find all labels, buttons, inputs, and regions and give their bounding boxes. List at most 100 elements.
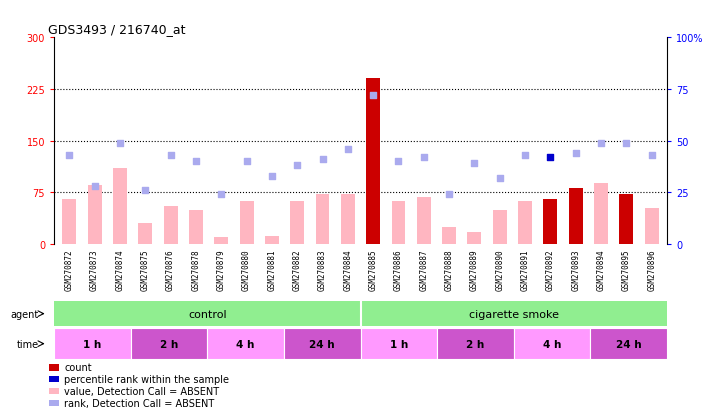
Text: 4 h: 4 h [543,339,561,349]
Text: control: control [188,309,226,319]
Bar [291,202,304,244]
Text: GSM270893: GSM270893 [571,248,580,290]
Text: 4 h: 4 h [236,339,255,349]
Text: GSM270876: GSM270876 [166,248,175,290]
Point [393,159,404,165]
Point [570,150,582,157]
Text: time: time [17,339,39,349]
Point [291,163,303,169]
Bar [88,186,102,244]
Text: cigarette smoke: cigarette smoke [469,309,559,319]
Bar [645,209,659,244]
Text: GSM270888: GSM270888 [445,248,454,290]
Text: 24 h: 24 h [309,339,335,349]
Text: GSM270896: GSM270896 [647,248,656,290]
Bar [442,227,456,244]
Text: GSM270873: GSM270873 [90,248,99,290]
Bar [284,328,360,359]
Text: GSM270886: GSM270886 [394,248,403,290]
Point [190,159,202,165]
Point [469,161,480,167]
Point [317,157,328,163]
Point [114,140,125,147]
Text: 2 h: 2 h [466,339,485,349]
Point [368,93,379,99]
Bar [544,200,557,244]
Point [241,159,252,165]
Bar [518,202,532,244]
Bar [49,388,58,394]
Text: GSM270895: GSM270895 [622,248,631,290]
Bar [138,224,152,244]
Bar [360,301,667,326]
Bar [131,328,208,359]
Point [443,192,455,198]
Text: GSM270872: GSM270872 [65,248,74,290]
Point [596,140,607,147]
Text: value, Detection Call = ABSENT: value, Detection Call = ABSENT [64,386,219,396]
Bar [208,328,284,359]
Text: 2 h: 2 h [160,339,178,349]
Text: rank, Detection Call = ABSENT: rank, Detection Call = ABSENT [64,398,214,408]
Point [139,188,151,194]
Text: GSM270883: GSM270883 [318,248,327,290]
Text: GSM270892: GSM270892 [546,248,555,290]
Point [544,154,556,161]
Bar [437,328,513,359]
Bar [493,210,507,244]
Bar [54,328,131,359]
Point [63,152,75,159]
Text: GSM270894: GSM270894 [596,248,606,290]
Text: 24 h: 24 h [616,339,642,349]
Text: GSM270889: GSM270889 [470,248,479,290]
Text: 1 h: 1 h [83,339,102,349]
Bar [239,202,254,244]
Bar [341,195,355,244]
Point [342,146,353,153]
Bar [189,210,203,244]
Text: GSM270875: GSM270875 [141,248,150,290]
Bar [594,184,608,244]
Text: GSM270874: GSM270874 [115,248,125,290]
Text: GSM270878: GSM270878 [191,248,200,290]
Bar [164,206,177,244]
Bar [62,200,76,244]
Point [646,152,658,159]
Point [418,154,430,161]
Text: GSM270880: GSM270880 [242,248,251,290]
Bar [467,232,482,244]
Text: GSM270891: GSM270891 [521,248,530,290]
Point [494,175,505,182]
Bar [360,328,437,359]
Bar [49,400,58,406]
Bar [590,328,667,359]
Bar [513,328,590,359]
Bar [619,195,633,244]
Bar [214,237,228,244]
Bar [54,301,360,326]
Text: count: count [64,362,92,372]
Text: GSM270881: GSM270881 [267,248,276,290]
Text: GSM270887: GSM270887 [420,248,428,290]
Bar [316,195,329,244]
Bar [569,188,583,244]
Text: percentile rank within the sample: percentile rank within the sample [64,374,229,384]
Bar [366,79,380,244]
Text: GDS3493 / 216740_at: GDS3493 / 216740_at [48,22,185,36]
Text: GSM270882: GSM270882 [293,248,301,290]
Bar [265,236,279,244]
Text: agent: agent [11,309,39,319]
Point [216,192,227,198]
Bar [49,376,58,382]
Point [165,152,177,159]
Bar [417,198,430,244]
Point [266,173,278,180]
Point [89,183,100,190]
Text: GSM270885: GSM270885 [368,248,378,290]
Bar [49,364,58,370]
Bar [392,202,405,244]
Bar [113,169,127,244]
Point [519,152,531,159]
Text: GSM270884: GSM270884 [343,248,353,290]
Text: 1 h: 1 h [389,339,408,349]
